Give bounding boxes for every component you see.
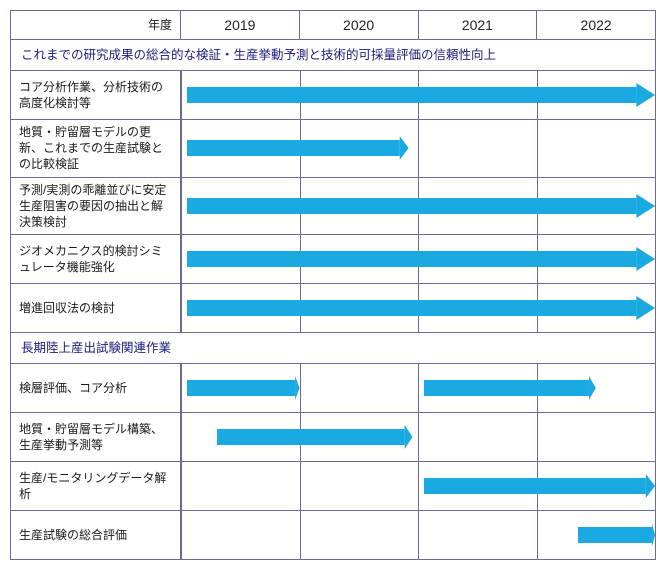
header-label-cell: 年度 [11, 11, 181, 39]
gantt-bar [187, 380, 300, 396]
gantt-chart: 年度 2019 2020 2021 2022 これまでの研究成果の総合的な検証・… [10, 10, 656, 560]
gantt-bar [578, 527, 655, 543]
gantt-bar [187, 87, 655, 103]
timeline-cell [181, 413, 656, 461]
year-cell-2022: 2022 [537, 11, 656, 39]
timeline-cell [181, 462, 656, 510]
timeline-cell [181, 364, 656, 412]
header-label: 年度 [148, 17, 172, 33]
task-row: 生産/モニタリングデータ解析 [11, 462, 656, 511]
task-label: 生産試験の総合評価 [11, 511, 181, 559]
task-row: コア分析作業、分析技術の高度化検討等 [11, 71, 656, 120]
section-row: 長期陸上産出試験関連作業 [11, 333, 656, 364]
year-label: 2021 [462, 17, 493, 33]
gantt-bar [187, 251, 655, 267]
task-row: 予測/実測の乖離並びに安定生産阻害の要因の抽出と解決策検討 [11, 178, 656, 236]
gantt-bar [424, 380, 596, 396]
task-label: 地質・貯留層モデルの更新、これまでの生産試験との比較検証 [11, 120, 181, 177]
timeline-cell [181, 178, 656, 235]
year-cell-2020: 2020 [300, 11, 419, 39]
task-label: 予測/実測の乖離並びに安定生産阻害の要因の抽出と解決策検討 [11, 178, 181, 235]
gantt-bar [424, 478, 655, 494]
task-label: 増進回収法の検討 [11, 284, 181, 332]
gantt-bar [187, 140, 409, 156]
task-label: 検層評価、コア分析 [11, 364, 181, 412]
timeline-cell [181, 120, 656, 177]
timeline-cell [181, 511, 656, 559]
gantt-bar [187, 300, 655, 316]
gantt-bar [217, 429, 413, 445]
task-row: 増進回収法の検討 [11, 284, 656, 333]
section-title: これまでの研究成果の総合的な検証・生産挙動予測と技術的可採量評価の信頼性向上 [11, 40, 656, 70]
gantt-bar [187, 198, 655, 214]
section-row: これまでの研究成果の総合的な検証・生産挙動予測と技術的可採量評価の信頼性向上 [11, 40, 656, 71]
year-cell-2019: 2019 [181, 11, 300, 39]
task-row: ジオメカニクス的検討シミュレータ機能強化 [11, 235, 656, 284]
year-label: 2020 [343, 17, 374, 33]
task-label: ジオメカニクス的検討シミュレータ機能強化 [11, 235, 181, 283]
task-row: 生産試験の総合評価 [11, 511, 656, 560]
year-label: 2022 [581, 17, 612, 33]
year-label: 2019 [224, 17, 255, 33]
timeline-cell [181, 71, 656, 119]
header-row: 年度 2019 2020 2021 2022 [11, 11, 656, 40]
task-row: 地質・貯留層モデルの更新、これまでの生産試験との比較検証 [11, 120, 656, 178]
timeline-cell [181, 284, 656, 332]
task-label: 地質・貯留層モデル構築、生産挙動予測等 [11, 413, 181, 461]
year-cell-2021: 2021 [419, 11, 538, 39]
task-row: 検層評価、コア分析 [11, 364, 656, 413]
section-title: 長期陸上産出試験関連作業 [11, 333, 656, 363]
task-row: 地質・貯留層モデル構築、生産挙動予測等 [11, 413, 656, 462]
task-label: コア分析作業、分析技術の高度化検討等 [11, 71, 181, 119]
task-label: 生産/モニタリングデータ解析 [11, 462, 181, 510]
timeline-cell [181, 235, 656, 283]
